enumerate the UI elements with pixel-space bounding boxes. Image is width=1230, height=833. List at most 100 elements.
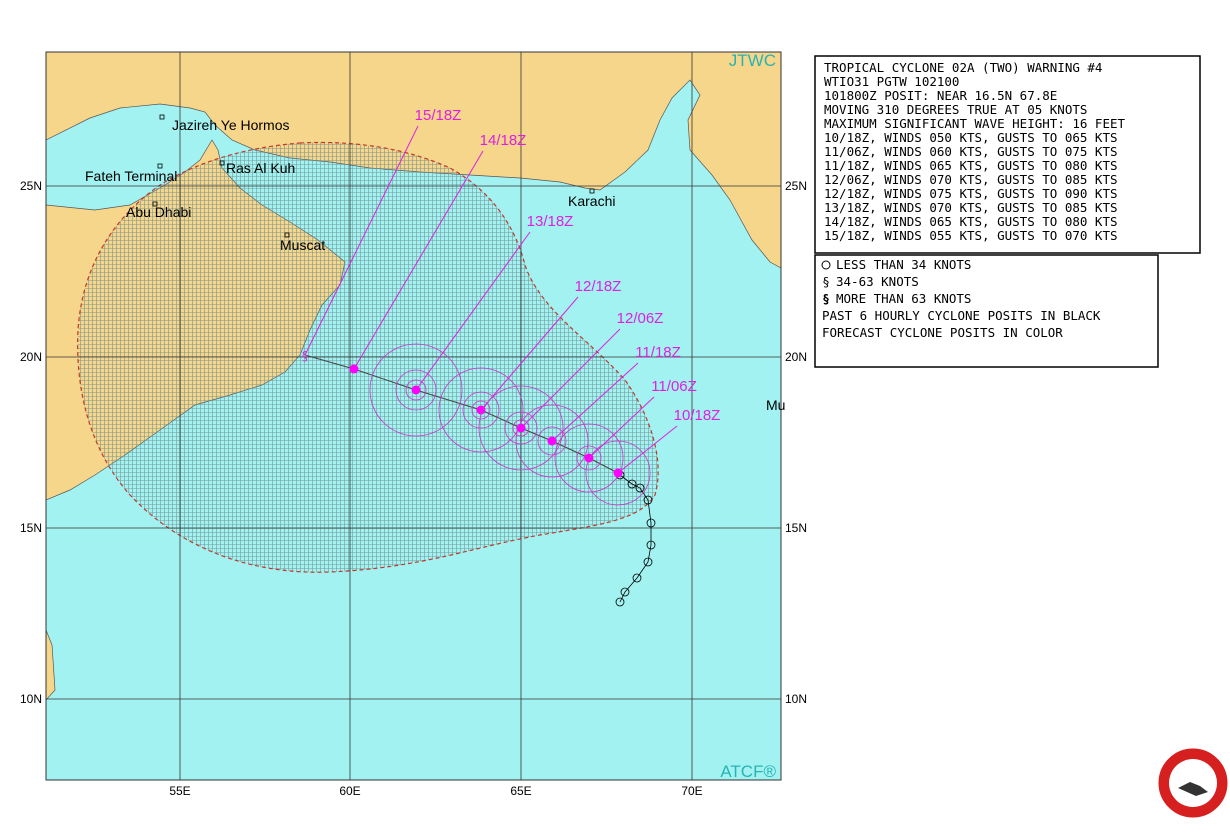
forecast-posit <box>411 385 421 395</box>
place-marker <box>219 160 225 166</box>
warning-line: 11/18Z, WINDS 065 KTS, GUSTS TO 080 KTS <box>824 158 1118 173</box>
wind-radius <box>395 369 437 411</box>
forecast-posit <box>516 423 526 433</box>
place-marker <box>159 114 165 120</box>
forecast-label: 13/18Z <box>527 213 574 230</box>
warning-line: MAXIMUM SIGNIFICANT WAVE HEIGHT: 16 FEET <box>824 116 1125 131</box>
past-posit <box>635 483 645 493</box>
place-label: Jazireh Ye Hormos <box>172 117 290 133</box>
lat-label: 20N <box>20 350 42 364</box>
forecast-label: 12/06Z <box>617 310 664 327</box>
forecast-label: 11/18Z <box>635 344 681 361</box>
wind-radius <box>438 367 524 453</box>
grid <box>46 52 781 780</box>
lat-label: 10N <box>20 692 42 706</box>
warning-line: 14/18Z, WINDS 065 KTS, GUSTS TO 080 KTS <box>824 214 1118 229</box>
forecast-posit <box>349 364 359 374</box>
track: § <box>301 125 678 607</box>
map-frame <box>45 51 782 781</box>
place-label: Abu Dhabi <box>126 204 191 220</box>
place-label: Fateh Terminal <box>85 168 177 184</box>
place-marker <box>589 188 595 194</box>
place-label: Karachi <box>568 193 615 209</box>
legend-line: 34-63 KNOTS <box>836 274 919 289</box>
labels: JTWC ATCF® Jazireh Ye Hormos Ras Al Kuh Fate… <box>20 51 807 798</box>
legend-symbol-weak <box>821 260 831 270</box>
wind-radius <box>576 445 602 471</box>
legend-line: MORE THAN 63 KNOTS <box>836 291 971 306</box>
logo <box>1155 745 1230 821</box>
lon-label: 55E <box>169 784 190 798</box>
forecast-posit <box>547 436 557 446</box>
land-somalia <box>46 629 56 701</box>
forecast-posit: § <box>301 348 309 363</box>
wind-radius <box>554 423 624 493</box>
lat-label: 15N <box>20 521 42 535</box>
lat-label: 15N <box>785 521 807 535</box>
warning-line: 10/18Z, WINDS 050 KTS, GUSTS TO 065 KTS <box>824 130 1118 145</box>
place-marker <box>284 232 290 238</box>
wind-radius <box>478 385 564 471</box>
forecast-track <box>304 354 619 474</box>
wind-radius <box>512 419 530 437</box>
label-leader <box>588 396 655 459</box>
credit-label: ATCF® <box>720 762 776 781</box>
label-leader <box>480 296 579 411</box>
lon-label: 70E <box>681 784 702 798</box>
lat-label: 20N <box>785 350 807 364</box>
wind-radius <box>369 343 463 437</box>
warning-line: 13/18Z, WINDS 070 KTS, GUSTS TO 085 KTS <box>824 200 1118 215</box>
place-marker <box>152 201 158 207</box>
forecast-label: 12/18Z <box>575 278 622 295</box>
lat-label: 25N <box>20 179 42 193</box>
label-leader <box>520 328 621 429</box>
past-posit <box>646 518 656 528</box>
past-posit <box>632 573 642 583</box>
lat-label: 10N <box>785 692 807 706</box>
legend-symbol-typhoon: § <box>822 291 830 306</box>
place-marker <box>157 163 163 169</box>
past-posit <box>620 587 630 597</box>
label-leader <box>617 425 678 474</box>
lon-label: 60E <box>339 784 360 798</box>
place-label: Ras Al Kuh <box>226 160 295 176</box>
warning-line: 101800Z POSIT: NEAR 16.5N 67.8E <box>824 88 1057 103</box>
forecast-posit <box>613 468 623 478</box>
wind-radius <box>405 379 427 401</box>
forecast-posit <box>584 453 594 463</box>
wind-radius <box>504 411 538 445</box>
wind-radius <box>471 400 491 420</box>
place-label: Muscat <box>280 237 325 253</box>
past-posit <box>646 540 656 550</box>
past-posit <box>627 479 637 489</box>
wind-radius <box>462 391 500 429</box>
legend-line: FORECAST CYCLONE POSITS IN COLOR <box>822 325 1063 340</box>
forecast-label: 10/18Z <box>674 407 721 424</box>
label-leader <box>415 231 531 391</box>
wind-radius <box>585 440 651 506</box>
legend-symbol-storm: § <box>822 274 830 289</box>
warning-line: MOVING 310 DEGREES TRUE AT 05 KNOTS <box>824 102 1087 117</box>
past-track <box>619 474 652 603</box>
forecast-label: 15/18Z <box>415 107 462 124</box>
warning-line: WTIO31 PGTW 102100 <box>824 74 959 89</box>
past-posit <box>643 495 653 505</box>
legend-line: PAST 6 HOURLY CYCLONE POSITS IN BLACK <box>822 308 1101 323</box>
label-leader <box>304 125 419 356</box>
place-label: Mu <box>766 397 785 413</box>
wind-radius <box>515 404 589 478</box>
warning-line: TROPICAL CYCLONE 02A (TWO) WARNING #4 <box>824 60 1102 75</box>
map: § <box>46 52 781 780</box>
warning-line: 12/06Z, WINDS 070 KTS, GUSTS TO 085 KTS <box>824 172 1118 187</box>
past-posit <box>643 557 653 567</box>
legend-line: LESS THAN 34 KNOTS <box>836 257 971 272</box>
forecast-posit <box>476 405 486 415</box>
lon-label: 65E <box>510 784 531 798</box>
warning-line: 12/18Z, WINDS 075 KTS, GUSTS TO 090 KTS <box>824 186 1118 201</box>
lat-label: 25N <box>785 179 807 193</box>
warning-box <box>814 55 1201 254</box>
warning-line: 15/18Z, WINDS 055 KTS, GUSTS TO 070 KTS <box>824 228 1118 243</box>
legend-box <box>814 254 1159 368</box>
forecast-label: 11/06Z <box>651 378 697 395</box>
